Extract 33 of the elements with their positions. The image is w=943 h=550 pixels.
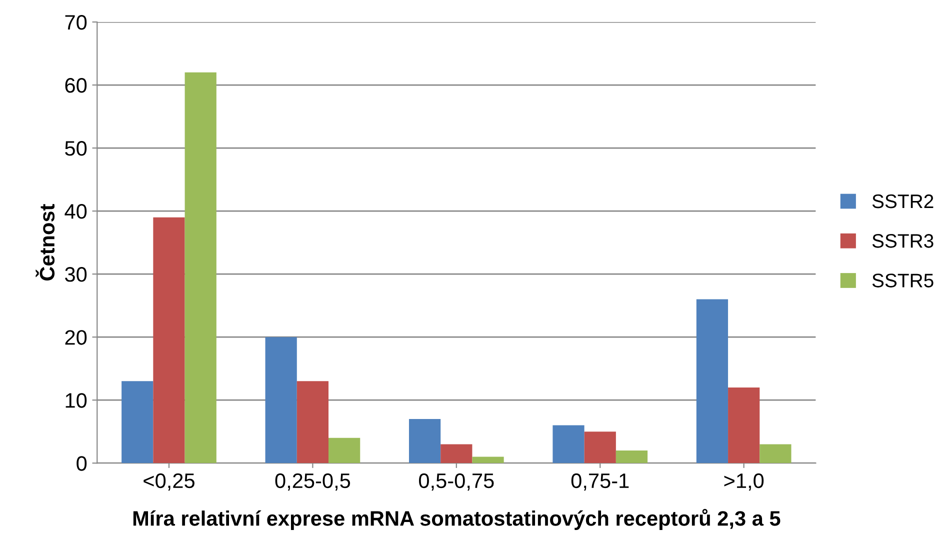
bar — [552, 425, 584, 464]
bar — [728, 387, 760, 464]
bar — [296, 381, 329, 464]
bar — [584, 432, 616, 464]
bar — [696, 299, 728, 464]
y-tick-label: 20 — [65, 330, 87, 345]
y-tick-label: 70 — [65, 15, 87, 30]
bar — [184, 72, 216, 464]
y-tick-label: 0 — [76, 456, 87, 471]
y-axis-title: Četnost — [36, 204, 55, 280]
x-tick-label: <0,25 — [144, 473, 194, 491]
x-tick-label: 0,25-0,5 — [275, 473, 350, 491]
y-tick-label: 30 — [65, 267, 87, 282]
bar — [153, 217, 185, 464]
x-tick-label: >1,0 — [724, 473, 764, 491]
y-tick-label: 10 — [66, 393, 87, 408]
bar — [472, 456, 504, 464]
bar — [616, 450, 648, 464]
legend-label: SSTR3 — [872, 234, 934, 248]
x-tick-label: 0,75-1 — [571, 473, 629, 491]
y-tick-label: 40 — [64, 204, 87, 219]
bar — [122, 381, 154, 464]
y-tick-label: 60 — [65, 78, 87, 93]
bar — [265, 337, 297, 464]
bar — [760, 444, 792, 464]
y-tick-label: 50 — [65, 141, 87, 156]
x-axis-title: Míra relativní exprese mRNA somatostatinových receptorů 2,3 a 5 — [133, 508, 780, 530]
legend-label: SSTR5 — [872, 274, 934, 288]
legend-label: SSTR2 — [872, 194, 934, 208]
bar — [408, 418, 441, 464]
bar — [440, 444, 472, 464]
x-tick-label: 0,5-0,75 — [419, 473, 494, 491]
bar — [328, 438, 360, 464]
